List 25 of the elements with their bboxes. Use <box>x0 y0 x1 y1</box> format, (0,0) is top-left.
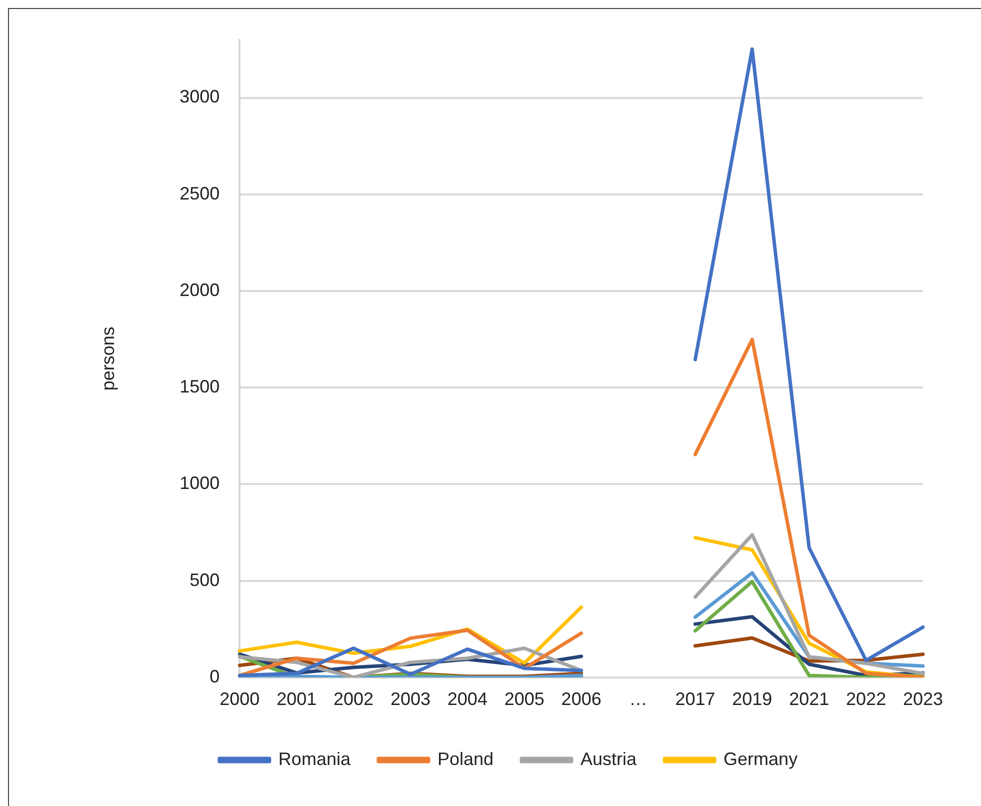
x-tick-label: 2019 <box>732 689 772 710</box>
x-tick-label: … <box>629 689 648 710</box>
y-tick-label: 1500 <box>180 376 220 397</box>
y-tick-label: 500 <box>190 570 220 590</box>
legend-label: Poland <box>437 748 494 769</box>
y-tick-label: 1000 <box>180 473 220 494</box>
y-axis-title: persons <box>98 326 118 391</box>
y-tick-label: 2500 <box>180 183 220 204</box>
y-tick-label: 0 <box>210 666 220 686</box>
x-tick-label: 2004 <box>447 689 488 710</box>
legend-label: Romania <box>278 748 352 769</box>
x-tick-label: 2002 <box>334 689 374 710</box>
x-tick-label: 2023 <box>902 689 944 710</box>
x-tick-label: 2021 <box>789 689 830 710</box>
x-tick-label: 2006 <box>561 689 602 710</box>
x-tick-label: 2000 <box>220 689 260 710</box>
x-tick-label: 2001 <box>276 689 317 710</box>
x-tick-label: 2022 <box>846 689 886 710</box>
legend-label: Austria <box>580 748 638 769</box>
x-tick-label: 2003 <box>390 689 431 710</box>
x-tick-label: 2017 <box>675 689 716 710</box>
y-tick-label: 2000 <box>180 280 220 300</box>
legend-label: Germany <box>724 748 798 769</box>
y-tick-label: 3000 <box>180 86 220 107</box>
x-tick-label: 2005 <box>504 689 544 710</box>
